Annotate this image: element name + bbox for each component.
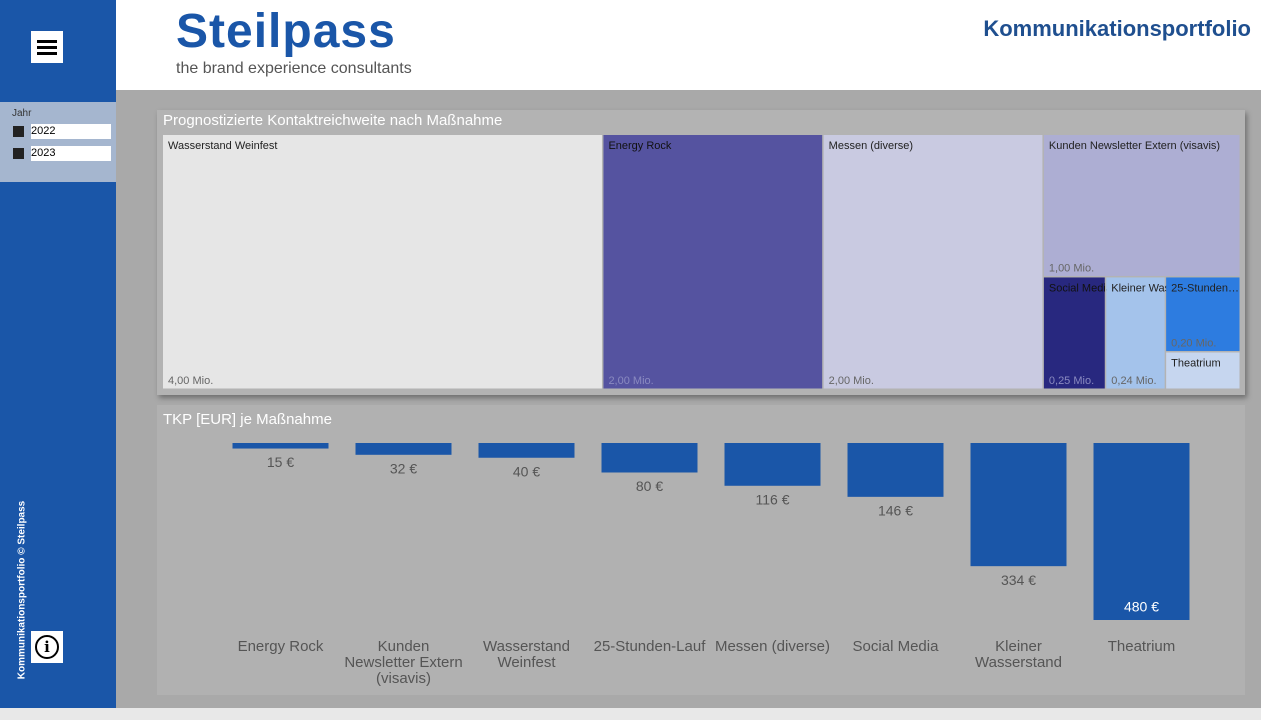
treemap-cell xyxy=(1106,277,1165,389)
value-label: 32 € xyxy=(390,461,417,477)
chart-title: TKP [EUR] je Maßnahme xyxy=(163,411,332,428)
checkbox[interactable] xyxy=(13,148,24,159)
cell-label: Energy Rock xyxy=(608,140,671,152)
info-button[interactable]: i xyxy=(31,631,63,663)
x-tick-label: Energy Rock xyxy=(237,638,324,655)
filter-label: Jahr xyxy=(12,108,32,119)
treemap-cell xyxy=(823,135,1043,389)
treemap-cell xyxy=(163,135,602,389)
logo: Steilpass xyxy=(176,5,396,58)
bar-chart: TKP [EUR] je Maßnahme 15 € 32 € 40 € 80 € 11… xyxy=(163,411,1190,620)
x-tick-label: Kleiner Wasserstand xyxy=(975,638,1062,671)
bar xyxy=(970,443,1067,567)
filter-option[interactable]: 2023 xyxy=(31,146,111,161)
cell-label: Wasserstand Weinfest xyxy=(168,140,277,152)
value-label: 4,00 Mio. xyxy=(168,375,213,387)
treemap-cell xyxy=(1043,135,1240,276)
filter-panel: Jahr 2022 2023 xyxy=(0,102,116,182)
bar xyxy=(724,443,821,486)
bar xyxy=(847,443,944,497)
cell-label: 25-Stunden… xyxy=(1171,282,1239,294)
tagline: the brand experience consultants xyxy=(176,60,412,77)
bar xyxy=(601,443,698,473)
treemap-cell xyxy=(1166,352,1240,389)
treemap-cell xyxy=(603,135,823,389)
cell-label: Messen (diverse) xyxy=(829,140,913,152)
value-label: 0,24 Mio. xyxy=(1111,375,1156,387)
x-tick-label: Messen (diverse) xyxy=(714,638,831,655)
treemap-cell xyxy=(1166,277,1240,351)
cell-label: Theatrium xyxy=(1171,357,1221,369)
x-tick-label: Wasserstand Weinfest xyxy=(483,638,570,671)
filter-option[interactable]: 2022 xyxy=(31,124,111,139)
footer-text: Kommunikationsportfolio © Steilpass xyxy=(16,500,28,680)
treemap-cell xyxy=(1043,277,1105,389)
value-label: 1,00 Mio. xyxy=(1049,262,1094,274)
checkbox[interactable] xyxy=(13,126,24,137)
x-tick-label: Kunden Newsletter Extern (visavis) xyxy=(344,638,463,687)
chart-title: Prognostizierte Kontaktreichweite nach M… xyxy=(163,112,502,129)
treemap: Prognostizierte Kontaktreichweite nach M… xyxy=(163,112,1240,389)
bar xyxy=(478,443,575,458)
value-label: 80 € xyxy=(636,478,663,494)
bar xyxy=(355,443,452,455)
value-label: 0,25 Mio. xyxy=(1049,375,1094,387)
value-label: 2,00 Mio. xyxy=(829,375,874,387)
value-label: 116 € xyxy=(756,491,790,507)
cell-label: Kunden Newsletter Extern (visavis) xyxy=(1049,140,1220,152)
value-label: 480 € xyxy=(1124,599,1159,615)
bar xyxy=(1093,443,1190,620)
bar-panel: TKP [EUR] je Maßnahme 15 € 32 € 40 € 80 € 11… xyxy=(157,405,1245,695)
menu-button[interactable] xyxy=(31,31,63,63)
x-tick-label: 25-Stunden-Lauf xyxy=(593,638,706,655)
treemap-panel: Prognostizierte Kontaktreichweite nach M… xyxy=(157,110,1245,395)
value-label: 15 € xyxy=(267,454,294,470)
x-tick-label: Theatrium xyxy=(1107,638,1176,655)
value-label: 146 € xyxy=(878,503,913,519)
bottom-bar xyxy=(0,708,1261,720)
value-label: 2,00 Mio. xyxy=(608,375,653,387)
header: Steilpass the brand experience consultan… xyxy=(116,0,1261,90)
sidebar: Jahr 2022 2023 Kommunikationsportfolio ©… xyxy=(0,0,116,708)
value-label: 0,20 Mio. xyxy=(1171,337,1216,349)
value-label: 334 € xyxy=(1001,572,1036,588)
page-title: Kommunikationsportfolio xyxy=(983,16,1251,41)
cell-label: Social Media xyxy=(1049,282,1113,294)
bar xyxy=(232,443,329,449)
x-tick-label: Social Media xyxy=(852,638,939,655)
value-label: 40 € xyxy=(513,463,540,479)
